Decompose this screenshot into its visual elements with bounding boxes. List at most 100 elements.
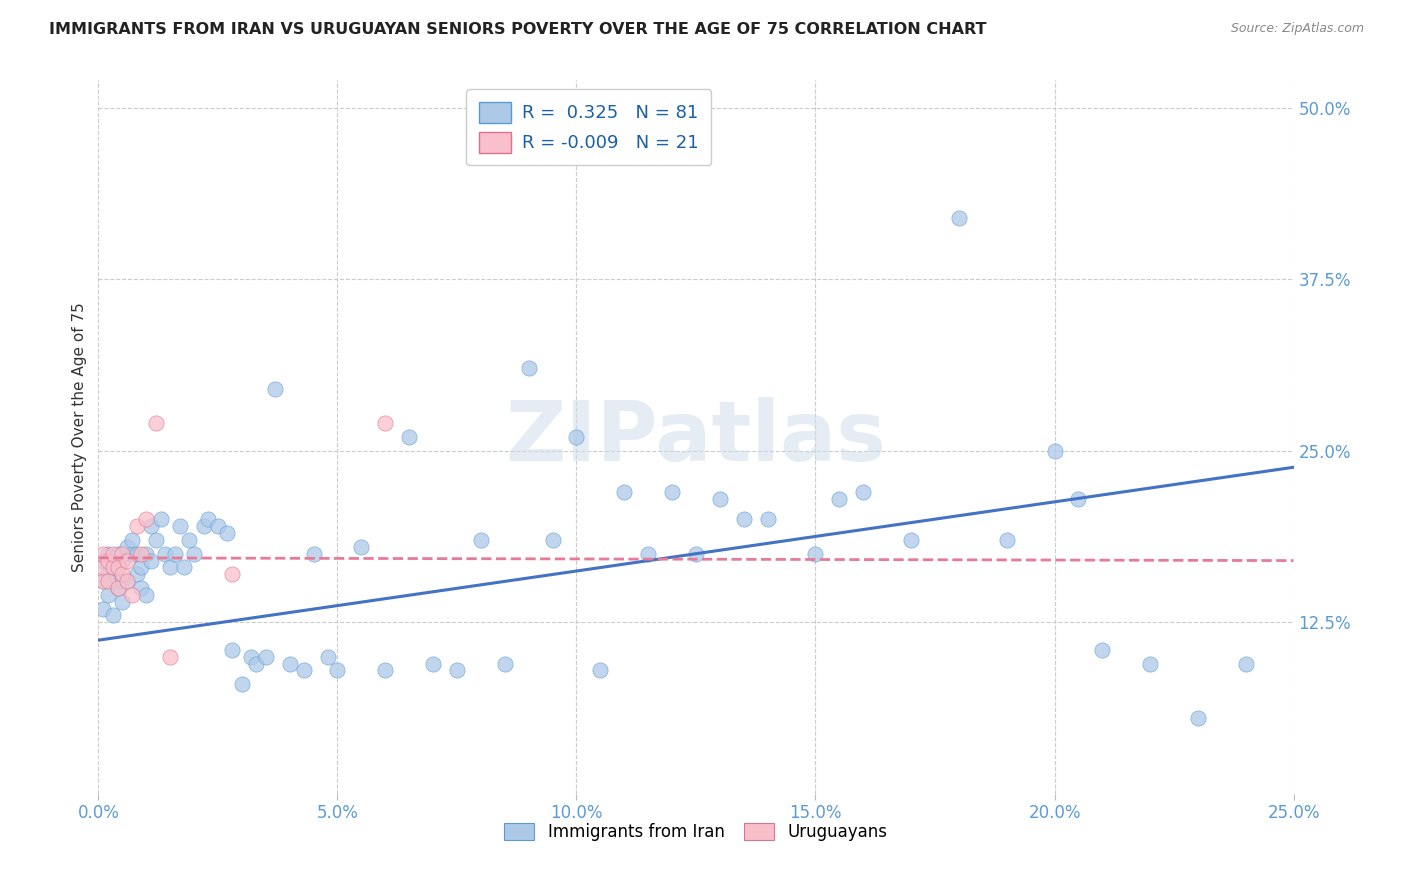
Point [292,664,315,678]
Point [115,540,138,554]
Point [145,417,167,431]
Point [422,657,444,671]
Point [398,430,420,444]
Point [163,547,186,561]
Point [91,574,114,589]
Point [121,588,143,602]
Point [135,512,157,526]
Point [1234,657,1257,671]
Point [470,533,492,547]
Point [97,574,120,589]
Point [145,533,167,547]
Point [91,574,114,589]
Point [107,560,129,574]
Point [828,491,851,506]
Point [756,512,779,526]
Point [374,417,396,431]
Point [494,657,516,671]
Point [637,547,659,561]
Point [217,526,239,541]
Point [326,664,349,678]
Point [107,581,129,595]
Point [1139,657,1161,671]
Point [97,553,120,567]
Point [221,642,243,657]
Point [446,664,468,678]
Point [101,560,124,574]
Y-axis label: Seniors Poverty Over the Age of 75: Seniors Poverty Over the Age of 75 [72,302,87,572]
Point [107,547,129,561]
Point [111,547,134,561]
Point [131,581,153,595]
Point [1091,642,1114,657]
Legend: Immigrants from Iran, Uruguayans: Immigrants from Iran, Uruguayans [496,815,896,850]
Point [139,553,162,567]
Point [245,657,267,671]
Point [193,519,215,533]
Point [207,519,229,533]
Point [1187,711,1209,725]
Point [374,664,396,678]
Point [179,533,201,547]
Point [661,485,683,500]
Point [733,512,755,526]
Point [1043,443,1066,458]
Point [278,657,301,671]
Point [159,560,181,574]
Point [254,649,277,664]
Point [517,361,540,376]
Point [613,485,636,500]
Point [995,533,1018,547]
Point [101,547,124,561]
Point [101,574,124,589]
Point [111,595,134,609]
Point [111,567,134,582]
Point [709,491,731,506]
Point [231,677,253,691]
Point [91,560,114,574]
Point [121,533,143,547]
Point [121,547,143,561]
Point [852,485,875,500]
Point [107,560,129,574]
Point [264,382,287,396]
Point [97,547,120,561]
Point [541,533,564,547]
Text: ZIPatlas: ZIPatlas [506,397,886,477]
Point [97,588,120,602]
Point [197,512,219,526]
Point [240,649,263,664]
Point [101,608,124,623]
Point [91,601,114,615]
Point [565,430,588,444]
Point [115,553,138,567]
Point [350,540,373,554]
Point [948,211,970,225]
Point [155,547,177,561]
Point [900,533,922,547]
Point [169,519,191,533]
Point [131,560,153,574]
Point [135,588,157,602]
Point [125,567,148,582]
Point [91,547,114,561]
Point [183,547,205,561]
Point [1067,491,1090,506]
Point [101,560,124,574]
Point [302,547,325,561]
Text: Source: ZipAtlas.com: Source: ZipAtlas.com [1230,22,1364,36]
Point [107,581,129,595]
Point [149,512,172,526]
Point [139,519,162,533]
Point [804,547,827,561]
Point [589,664,612,678]
Point [221,567,243,582]
Point [97,567,120,582]
Point [111,574,134,589]
Text: IMMIGRANTS FROM IRAN VS URUGUAYAN SENIORS POVERTY OVER THE AGE OF 75 CORRELATION: IMMIGRANTS FROM IRAN VS URUGUAYAN SENIOR… [49,22,987,37]
Point [135,547,157,561]
Point [115,574,138,589]
Point [91,553,114,567]
Point [125,547,148,561]
Point [111,553,134,567]
